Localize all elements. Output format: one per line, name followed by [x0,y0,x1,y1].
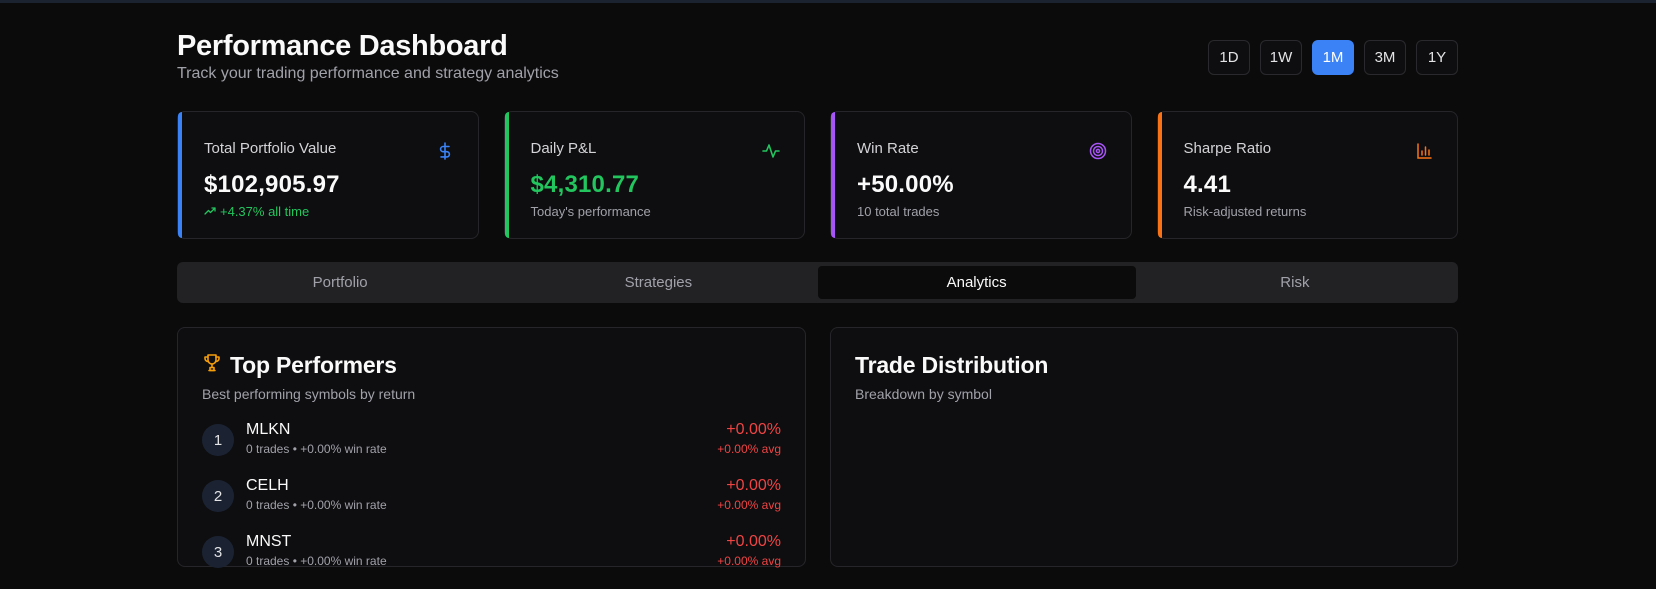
all-time-change: +4.37% all time [220,204,310,219]
tab-portfolio[interactable]: Portfolio [312,274,368,291]
stat-value: 4.41 [1183,171,1232,198]
avg-return: +0.00% avg [717,554,781,568]
stat-subtext: +4.37% all time [204,204,452,219]
tab-risk[interactable]: Risk [1280,274,1310,291]
performer-returns: +0.00% +0.00% avg [717,421,781,456]
stat-label: Total Portfolio Value [204,140,337,157]
list-item[interactable]: 1 MLKN 0 trades • +0.00% win rate +0.00%… [202,421,781,477]
timeframe-3m-button[interactable]: 3M [1364,40,1406,75]
symbol: MLKN [246,421,291,438]
stat-subtext: Today's performance [530,204,651,219]
performers-list: 1 MLKN 0 trades • +0.00% win rate +0.00%… [202,421,781,589]
avg-return: +0.00% avg [717,498,781,512]
timeframe-1w-button[interactable]: 1W [1260,40,1302,75]
stat-card-daily-pnl: Daily P&L $4,310.77 Today's performance [503,111,805,239]
card-accent-bar [504,112,509,238]
performer-info: CELH 0 trades • +0.00% win rate [246,477,387,512]
panel-title: Trade Distribution [855,352,1049,378]
panel-description: Best performing symbols by return [202,386,416,402]
symbol: MNST [246,533,292,550]
dollar-icon [436,142,454,160]
card-accent-bar [178,112,182,238]
avg-return: +0.00% avg [717,442,781,456]
page-subtitle: Track your trading performance and strat… [177,65,559,82]
panel-description: Breakdown by symbol [855,386,992,402]
trending-up-icon [204,204,216,219]
trophy-icon [202,352,222,379]
top-performers-panel: Top Performers Best performing symbols b… [177,327,806,568]
stat-value: +50.00% [857,171,954,198]
view-tabs: Portfolio Strategies Analytics Risk [177,262,1458,303]
trade-meta: 0 trades • +0.00% win rate [246,498,387,512]
stat-card-sharpe-ratio: Sharpe Ratio 4.41 Risk-adjusted returns [1156,111,1458,239]
performer-info: MNST 0 trades • +0.00% win rate [246,533,387,568]
return-value: +0.00% [726,421,781,438]
rank-badge: 2 [202,480,234,512]
tab-strategies[interactable]: Strategies [624,274,693,291]
performer-returns: +0.00% +0.00% avg [717,533,781,568]
panel-title: Top Performers [202,352,781,379]
timeframe-1y-button[interactable]: 1Y [1416,40,1458,75]
timeframe-1d-button[interactable]: 1D [1208,40,1250,75]
return-value: +0.00% [726,533,781,550]
stat-card-portfolio-value: Total Portfolio Value $102,905.97 +4.37%… [177,111,479,239]
stat-label: Win Rate [857,140,919,157]
window-top-border [0,0,1656,3]
symbol: CELH [246,477,289,494]
tab-analytics[interactable]: Analytics [817,266,1136,299]
performer-info: MLKN 0 trades • +0.00% win rate [246,421,387,456]
stat-value: $102,905.97 [204,171,340,198]
activity-icon [762,142,780,160]
trade-meta: 0 trades • +0.00% win rate [246,554,387,568]
trade-distribution-panel: Trade Distribution Breakdown by symbol [830,327,1458,567]
timeframe-selector: 1D 1W 1M 3M 1Y [1208,40,1458,75]
rank-badge: 1 [202,424,234,456]
return-value: +0.00% [726,477,781,494]
card-accent-bar [1157,112,1162,238]
rank-badge: 3 [202,536,234,568]
performer-returns: +0.00% +0.00% avg [717,477,781,512]
stat-label: Daily P&L [530,140,597,157]
stat-subtext: 10 total trades [857,204,940,219]
top-performers-title: Top Performers [230,352,397,378]
stat-label: Sharpe Ratio [1183,140,1272,157]
page-title: Performance Dashboard [177,30,508,62]
stats-row: Total Portfolio Value $102,905.97 +4.37%… [177,111,1458,239]
trade-meta: 0 trades • +0.00% win rate [246,442,387,456]
target-icon [1089,142,1107,160]
stat-subtext: Risk-adjusted returns [1183,204,1307,219]
stat-value: $4,310.77 [530,171,640,198]
card-accent-bar [831,112,835,238]
timeframe-1m-button[interactable]: 1M [1312,40,1354,75]
list-item[interactable]: 2 CELH 0 trades • +0.00% win rate +0.00%… [202,477,781,533]
list-item[interactable]: 3 MNST 0 trades • +0.00% win rate +0.00%… [202,533,781,589]
bar-chart-icon [1415,142,1433,160]
stat-card-win-rate: Win Rate +50.00% 10 total trades [830,111,1132,239]
page-header: Performance Dashboard Track your trading… [177,28,1458,88]
